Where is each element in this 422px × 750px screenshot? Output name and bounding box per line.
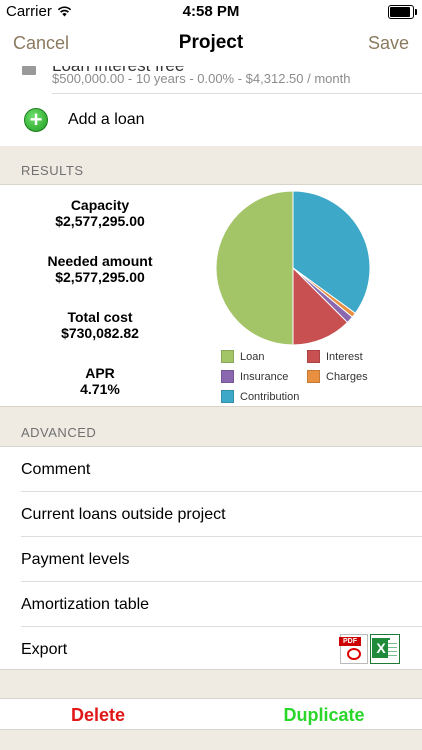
legend-swatch — [307, 350, 320, 363]
action-bar: Delete Duplicate — [0, 698, 422, 730]
loan-name: Loan interest free — [52, 66, 184, 76]
add-loan-button[interactable]: + Add a loan — [0, 94, 422, 147]
loan-detail: $500,000.00 - 10 years - 0.00% - $4,312.… — [52, 71, 351, 86]
metric-value: $2,577,295.00 — [55, 269, 145, 285]
metric-apr: APR 4.71% — [0, 365, 200, 397]
metric-label: APR — [85, 365, 115, 381]
legend-swatch — [221, 350, 234, 363]
item-label: Current loans outside project — [21, 506, 226, 523]
legend-label: Loan — [240, 350, 265, 363]
advanced-list: Comment Current loans outside project Pa… — [0, 446, 422, 670]
row-divider — [52, 93, 422, 94]
legend-item-contribution: Contribution — [221, 390, 299, 403]
metric-label: Total cost — [67, 309, 133, 325]
cost-breakdown-pie-chart — [215, 190, 371, 346]
item-label: Comment — [21, 461, 91, 478]
results-section-header: RESULTS — [0, 146, 422, 184]
legend-label: Charges — [326, 370, 368, 383]
item-label: Amortization table — [21, 596, 150, 613]
legend-item-loan: Loan — [221, 350, 264, 363]
duplicate-button[interactable]: Duplicate — [283, 705, 365, 725]
wifi-icon — [57, 6, 72, 17]
carrier-label: Carrier — [6, 3, 52, 20]
results-panel: Capacity $2,577,295.00 Needed amount $2,… — [0, 184, 422, 407]
legend-item-insurance: Insurance — [221, 370, 288, 383]
metric-needed-amount: Needed amount $2,577,295.00 — [0, 253, 200, 285]
add-loan-label: Add a loan — [68, 111, 145, 128]
legend-label: Contribution — [240, 390, 300, 403]
legend-swatch — [307, 370, 320, 383]
add-icon: + — [24, 108, 48, 132]
pie-slice-loan — [215, 190, 294, 346]
metric-label: Needed amount — [47, 253, 153, 269]
loan-icon — [22, 66, 36, 75]
legend-label: Interest — [326, 350, 363, 363]
legend-item-interest: Interest — [307, 350, 363, 363]
metric-capacity: Capacity $2,577,295.00 — [0, 197, 200, 229]
payment-levels-item[interactable]: Payment levels — [0, 537, 422, 582]
pie-slice-interest — [292, 266, 349, 346]
current-loans-outside-project-item[interactable]: Current loans outside project — [0, 492, 422, 537]
advanced-section-header: ADVANCED — [0, 408, 422, 446]
comment-item[interactable]: Comment — [0, 447, 422, 492]
legend-label: Insurance — [240, 370, 289, 383]
export-icons: PDF X — [339, 634, 400, 664]
excel-icon[interactable]: X — [370, 634, 400, 664]
export-item[interactable]: Export PDF X — [0, 627, 422, 672]
carrier-info: Carrier — [6, 3, 72, 20]
legend-item-charges: Charges — [307, 370, 368, 383]
navigation-bar: Cancel Project Save — [0, 22, 422, 67]
results-header-label: RESULTS — [21, 163, 84, 178]
battery-icon — [388, 5, 417, 19]
loan-row[interactable]: Loan interest free $500,000.00 - 10 year… — [0, 66, 422, 94]
delete-button[interactable]: Delete — [70, 705, 126, 725]
metric-total-cost: Total cost $730,082.82 — [0, 309, 200, 341]
metric-value: $730,082.82 — [61, 325, 139, 341]
save-button[interactable]: Save — [367, 33, 409, 53]
item-label: Payment levels — [21, 551, 130, 568]
amortization-table-item[interactable]: Amortization table — [0, 582, 422, 627]
page-title: Project — [178, 32, 244, 53]
legend-swatch — [221, 370, 234, 383]
cancel-button[interactable]: Cancel — [13, 33, 70, 53]
metric-value: $2,577,295.00 — [55, 213, 145, 229]
status-bar: Carrier 4:58 PM — [0, 0, 422, 22]
metric-value: 4.71% — [80, 381, 120, 397]
metric-label: Capacity — [70, 197, 130, 213]
legend-swatch — [221, 390, 234, 403]
status-time: 4:58 PM — [182, 3, 240, 20]
advanced-header-label: ADVANCED — [21, 425, 97, 440]
pie-slice-contribution — [292, 190, 371, 314]
pdf-icon[interactable]: PDF — [339, 634, 368, 664]
item-label: Export — [21, 641, 68, 658]
